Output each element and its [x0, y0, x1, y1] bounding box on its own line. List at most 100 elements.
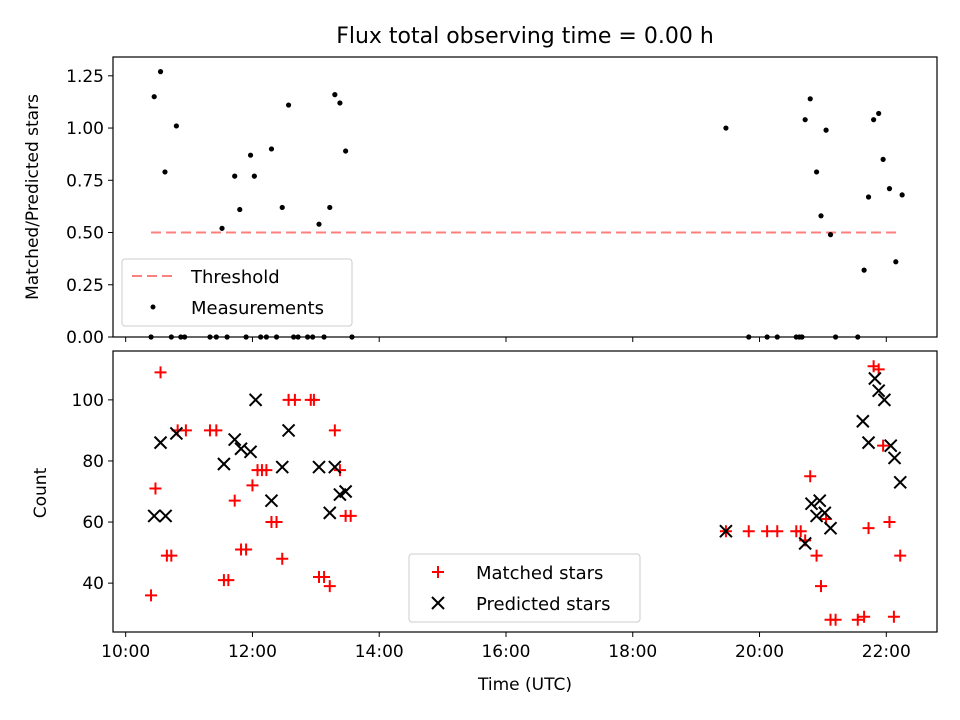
- legend-matched-swatch: [432, 566, 444, 578]
- ratio-legend-box: [121, 258, 353, 327]
- time-x-tick-label: 20:00: [735, 642, 784, 662]
- matched-star-point: [883, 516, 896, 529]
- count-y-tick-label: 40: [82, 574, 104, 594]
- ratio-y-axis-label: Matched/Predicted stars: [23, 94, 43, 300]
- measurement-point: [865, 194, 872, 200]
- count-y-axis-label: Count: [31, 467, 51, 518]
- measurement-point: [162, 169, 168, 175]
- matched-star-point: [328, 424, 341, 437]
- ratio-y-tick-label: 0.75: [66, 171, 104, 191]
- measurement-point: [243, 334, 249, 340]
- predicted-star-point: [823, 521, 838, 535]
- count-y-tick-label: 60: [82, 513, 104, 533]
- measurement-point: [148, 334, 154, 340]
- measurement-point: [295, 334, 301, 340]
- count-legend-box: [408, 553, 641, 623]
- ratio-legend: Threshold Measurements: [121, 258, 353, 327]
- predicted-star-point: [338, 484, 353, 499]
- measurement-point: [802, 117, 808, 123]
- matched-star-point: [179, 424, 192, 437]
- ratio-y-tick-label: 0.00: [66, 328, 104, 348]
- ratio-y-tick-label: 0.50: [66, 224, 104, 244]
- measurement-point: [157, 69, 164, 75]
- chart-title: Flux total observing time = 0.00 h: [336, 24, 714, 49]
- matched-star-point: [165, 549, 178, 562]
- predicted-star-point: [248, 393, 263, 407]
- measurement-point: [799, 334, 805, 340]
- measurement-point: [285, 102, 292, 108]
- measurement-point: [258, 334, 264, 340]
- matched-star-point: [318, 571, 331, 584]
- predicted-star-point: [328, 460, 342, 474]
- measurement-point: [310, 334, 316, 340]
- matched-star-point: [276, 552, 289, 565]
- measurement-point: [723, 125, 729, 131]
- legend-predicted-swatch: [431, 596, 445, 610]
- legend-measurements-label: Measurements: [191, 298, 324, 319]
- predicted-star-point: [312, 460, 326, 474]
- time-x-tick-label: 10:00: [101, 642, 150, 662]
- predicted-star-point: [264, 493, 279, 508]
- ratio-panel: Flux total observing time = 0.00 h 0.00 0…: [23, 24, 938, 348]
- predicted-stars-series: [147, 371, 907, 551]
- predicted-star-point: [877, 393, 892, 407]
- measurement-point: [178, 334, 184, 340]
- predicted-star-point: [147, 509, 161, 523]
- matched-star-point: [877, 439, 890, 452]
- measurement-point: [207, 334, 213, 340]
- predicted-star-point: [169, 426, 184, 441]
- predicted-star-point: [893, 475, 907, 490]
- matched-star-point: [145, 589, 158, 602]
- predicted-star-point: [158, 509, 173, 523]
- measurement-point: [327, 204, 333, 211]
- matched-star-point: [260, 464, 273, 477]
- measurement-point: [168, 334, 174, 340]
- measurement-point: [268, 146, 275, 152]
- measurement-point: [827, 232, 834, 238]
- predicted-star-point: [813, 493, 827, 508]
- matched-star-point: [240, 543, 253, 556]
- measurement-point: [337, 100, 343, 106]
- matched-star-point: [851, 613, 864, 626]
- time-x-tick-label: 16:00: [481, 642, 530, 662]
- predicted-star-point: [809, 509, 824, 523]
- ratio-plot-area: [112, 56, 938, 338]
- predicted-star-point: [323, 506, 337, 520]
- measurement-point: [332, 92, 338, 98]
- measurement-point: [832, 334, 839, 340]
- measurements-series: [148, 69, 905, 340]
- matched-star-point: [761, 525, 774, 538]
- time-x-axis: 10:00 12:00 14:00 16:00 18:00 20:00 22:00: [101, 632, 911, 662]
- measurement-point: [861, 267, 867, 273]
- measurement-point: [304, 334, 311, 340]
- measurement-point: [349, 334, 355, 340]
- measurement-point: [876, 110, 882, 117]
- predicted-star-point: [227, 432, 242, 447]
- predicted-star-point: [234, 442, 248, 456]
- measurement-point: [237, 206, 243, 213]
- matched-star-point: [154, 366, 167, 379]
- measurement-point: [182, 334, 188, 340]
- legend-matched-label: Matched stars: [476, 563, 603, 584]
- measurement-point: [219, 225, 225, 231]
- count-plot-area: [112, 350, 938, 633]
- measurement-point: [818, 213, 824, 219]
- matched-star-point: [887, 610, 900, 623]
- measurement-point: [343, 148, 349, 154]
- count-panel: 40 60 80 100 10:00 12:00 14:00 16:00 18:00 20:00…: [31, 350, 938, 695]
- ratio-y-tick-label: 0.25: [66, 276, 104, 296]
- time-x-tick-label: 18:00: [608, 642, 657, 662]
- matched-star-point: [222, 574, 235, 587]
- measurement-point: [247, 152, 254, 158]
- matched-star-point: [228, 494, 241, 507]
- matched-star-point: [829, 613, 842, 626]
- predicted-star-point: [818, 506, 832, 520]
- measurement-point: [263, 334, 269, 340]
- measurement-point: [316, 221, 322, 227]
- predicted-star-point: [804, 497, 819, 511]
- measurement-point: [213, 334, 219, 340]
- ratio-y-tick-label: 1.00: [66, 119, 104, 139]
- measurement-point: [899, 192, 905, 198]
- matched-star-point: [246, 479, 259, 492]
- predicted-star-point: [281, 423, 296, 438]
